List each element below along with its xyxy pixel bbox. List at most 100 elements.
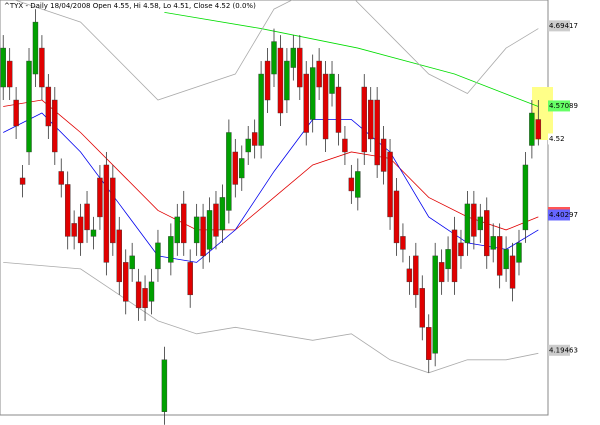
candle-body xyxy=(329,73,335,94)
candle-body xyxy=(368,99,374,140)
candle-body xyxy=(193,216,200,244)
candle-body xyxy=(529,112,535,146)
indicator-line xyxy=(164,11,539,107)
candle-body xyxy=(168,236,174,263)
candle-body xyxy=(103,164,110,263)
candle-body xyxy=(148,281,155,302)
candle-body xyxy=(226,132,232,211)
value-label: 4.40297 xyxy=(549,211,578,219)
candle-body xyxy=(213,203,219,237)
candle-body xyxy=(438,262,445,283)
value-label: 4.57089 xyxy=(549,102,578,110)
candle-body xyxy=(290,47,297,68)
candle-body xyxy=(77,216,84,244)
candle-body xyxy=(45,86,52,127)
candle-body xyxy=(64,184,71,237)
candle-body xyxy=(477,216,484,231)
candle-body xyxy=(432,255,438,354)
candle-body xyxy=(406,268,413,283)
candle-body xyxy=(335,86,342,133)
candle-body xyxy=(458,242,464,257)
candle-body xyxy=(374,99,380,166)
candle-body xyxy=(516,242,522,263)
candle-body xyxy=(200,216,206,257)
value-label-box xyxy=(548,20,570,32)
candle-body xyxy=(116,229,122,283)
candle-body xyxy=(161,359,168,412)
candle-body xyxy=(284,60,290,101)
candle-body xyxy=(239,158,245,179)
candle-body xyxy=(123,262,129,302)
candle-body xyxy=(155,242,161,270)
candle-body xyxy=(419,288,425,328)
candle-body xyxy=(361,86,367,153)
value-label-box xyxy=(548,344,570,356)
candle-body xyxy=(380,138,387,172)
candle-body xyxy=(297,47,303,88)
value-label: 4.69417 xyxy=(549,22,578,30)
candle-body xyxy=(142,288,148,309)
candle-body xyxy=(232,151,239,185)
candle-body xyxy=(110,177,116,244)
candle-body xyxy=(39,47,45,88)
candle-body xyxy=(0,47,6,88)
candle-body xyxy=(484,210,490,257)
candle-body xyxy=(509,255,516,289)
value-label-box xyxy=(548,133,570,145)
candle-body xyxy=(84,203,90,231)
candle-body xyxy=(6,60,13,88)
candle-body xyxy=(471,203,477,237)
value-label-box xyxy=(548,100,570,112)
candle-body xyxy=(187,262,193,296)
candle-body xyxy=(245,138,251,153)
candle-body xyxy=(19,177,26,185)
candle-body xyxy=(258,73,264,146)
candle-body xyxy=(342,138,348,153)
chart-title: ^TYX - Daily 18/04/2008 Open 4.55, Hi 4.… xyxy=(4,2,256,10)
value-label: 4.52 xyxy=(549,135,565,143)
candle-body xyxy=(322,73,329,140)
candle-body xyxy=(97,177,103,218)
candle-body xyxy=(135,281,142,309)
candle-body xyxy=(309,67,316,120)
candle-body xyxy=(355,171,361,198)
candle-body xyxy=(52,99,58,153)
value-label: 4.19463 xyxy=(549,346,578,354)
candle-body xyxy=(277,47,284,114)
candle-body xyxy=(271,41,277,75)
candle-body xyxy=(90,229,97,237)
indicator-line xyxy=(3,99,539,231)
candle-body xyxy=(445,249,451,270)
candle-body xyxy=(464,203,471,244)
candle-body xyxy=(251,132,258,146)
candle-body xyxy=(393,190,400,244)
candle-body xyxy=(219,197,226,231)
indicator-line xyxy=(13,0,539,101)
candle-body xyxy=(348,177,355,192)
candle-body xyxy=(413,255,419,296)
candle-body xyxy=(58,171,64,185)
candle-body xyxy=(129,255,135,270)
candle-body xyxy=(316,60,322,88)
highlight-box xyxy=(532,87,553,140)
candle-body xyxy=(387,151,393,218)
candle-body xyxy=(496,236,503,276)
candle-body xyxy=(522,164,529,231)
candle-body xyxy=(264,60,271,101)
candle-body xyxy=(303,73,309,133)
candle-body xyxy=(426,327,432,360)
candle-body xyxy=(174,216,180,244)
candle-body xyxy=(206,210,213,250)
candle-body xyxy=(26,60,32,153)
candle-body xyxy=(13,99,19,127)
candle-body xyxy=(400,236,406,250)
candle-body xyxy=(451,229,458,283)
candle-body xyxy=(32,21,39,75)
candle-body xyxy=(490,236,496,250)
candle-body xyxy=(503,249,509,270)
candle-body xyxy=(71,223,77,237)
value-label-box xyxy=(548,209,570,221)
candle-body xyxy=(181,203,187,244)
candle-body xyxy=(535,119,542,140)
